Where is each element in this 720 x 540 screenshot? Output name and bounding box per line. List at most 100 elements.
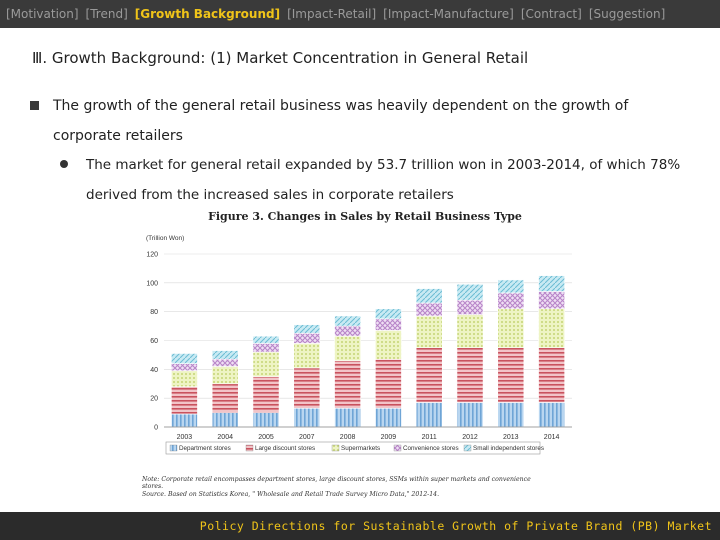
bar-segment [375, 318, 402, 331]
bar-segment [538, 275, 565, 292]
chart-container: 0 20 40 60 80 100 120 2003 2004 2005 2007 2008 2009 2… [140, 228, 580, 498]
bar-segment [375, 330, 402, 360]
y-tick-label: 20 [150, 396, 158, 403]
x-tick-label: 2004 [217, 434, 233, 441]
x-tick-label: 2003 [177, 434, 193, 441]
bar-segment [252, 351, 280, 377]
bar-segment [375, 308, 402, 320]
slide-title: Ⅲ. Growth Background: (1) Market Concent… [32, 49, 529, 67]
bar-segment [334, 360, 361, 409]
bullet-main-line1: The growth of the general retail busines… [53, 98, 629, 114]
bullet-main-line2: corporate retailers [53, 128, 183, 144]
bar-segment [293, 332, 321, 344]
bar-segment [334, 315, 361, 327]
bar-segment [497, 347, 525, 403]
y-tick-label: 0 [154, 425, 158, 432]
bar-segment [171, 413, 198, 428]
bar-segment [415, 288, 443, 304]
legend-box [165, 441, 541, 455]
nav-item-trend[interactable]: [Trend] [85, 7, 128, 21]
bullet-main: The growth of the general retail busines… [30, 91, 690, 151]
bar-segment [293, 324, 321, 334]
y-tick-label: 100 [146, 280, 158, 287]
bar-segment [334, 335, 361, 361]
bullet-sub-line1: The market for general retail expanded b… [86, 157, 681, 173]
bar-segment [293, 367, 321, 409]
bar-segment [171, 370, 198, 387]
bar-segment [497, 308, 525, 349]
bar-segment [375, 407, 402, 428]
figure-note-line2: stores. [142, 483, 163, 490]
y-tick-label: 120 [146, 252, 158, 259]
bar-segment [415, 347, 443, 403]
bar-segment [252, 335, 280, 344]
bar-segment [415, 302, 443, 317]
bar-segment [375, 358, 402, 409]
y-tick-label: 60 [150, 338, 158, 345]
bar-segment [252, 376, 280, 413]
bar-segment [497, 292, 525, 310]
legend-label: Supermarkets [341, 445, 380, 452]
bar-segment [415, 402, 443, 428]
x-tick-label: 2011 [422, 434, 437, 441]
bar-segment [293, 407, 321, 428]
bar-segment [171, 363, 198, 372]
footer-bar: Policy Directions for Sustainable Growth… [0, 512, 720, 540]
bullet-sub-line2: derived from the increased sales in corp… [86, 187, 454, 203]
nav-item-growth-background[interactable]: [Growth Background] [134, 7, 281, 21]
figure-source: Source. Based on Statistics Korea, " Who… [142, 491, 439, 498]
figure-title: Figure 3. Changes in Sales by Retail Bus… [208, 210, 522, 223]
nav-item-contract[interactable]: [Contract] [520, 7, 582, 21]
x-tick-label: 2005 [258, 434, 274, 441]
bar-segment [456, 347, 484, 403]
bar-segment [538, 291, 565, 310]
x-tick-label: 2007 [299, 434, 315, 441]
bar-segment [497, 279, 525, 294]
legend-label: Large discount stores [255, 445, 315, 452]
legend-label: Department stores [179, 445, 231, 452]
y-tick-label: 40 [150, 367, 158, 374]
square-bullet-icon [30, 101, 39, 110]
nav-item-impact-manufacture[interactable]: [Impact-Manufacture] [383, 7, 514, 21]
footer-title: Policy Directions for Sustainable Growth… [199, 519, 712, 533]
x-tick-label: 2012 [462, 434, 478, 441]
legend-swatch [245, 444, 254, 452]
bar-segment [456, 402, 484, 428]
bar-segment [211, 366, 239, 385]
bar-segment [456, 283, 484, 301]
bar-segment [415, 315, 443, 349]
round-bullet-icon [60, 160, 68, 168]
y-axis-unit-label: (Trillion Won) [146, 235, 184, 242]
bar-segment [211, 383, 239, 413]
stacked-bar-chart: 0 20 40 60 80 100 120 2003 2004 2005 2007 2008 2009 2… [141, 235, 572, 498]
x-tick-label: 2013 [503, 434, 519, 441]
y-tick-label: 80 [150, 309, 158, 316]
legend-swatch [169, 444, 178, 452]
bar-segment [252, 343, 280, 353]
bar-segment [538, 402, 565, 428]
nav-item-motivation[interactable]: [Motivation] [6, 7, 79, 21]
legend-swatch [393, 444, 402, 452]
bar-segment [293, 343, 321, 369]
bar-segment [171, 386, 198, 415]
x-tick-label: 2014 [544, 434, 560, 441]
bar-segment [334, 325, 361, 337]
bar-segment [456, 299, 484, 315]
top-navigation: [Motivation] [Trend] [Growth Background]… [0, 0, 720, 28]
nav-item-impact-retail[interactable]: [Impact-Retail] [287, 7, 377, 21]
nav-item-suggestion[interactable]: [Suggestion] [588, 7, 666, 21]
bar-segment [497, 402, 525, 428]
legend-label: Small independent stores [473, 445, 544, 452]
bar-segment [456, 314, 484, 349]
bar-segment [211, 358, 239, 367]
figure-note-line1: Note: Corporate retail encompasses depar… [141, 476, 531, 483]
x-tick-label: 2008 [340, 434, 356, 441]
bar-segment [252, 412, 280, 428]
legend-label: Convenience stores [403, 445, 459, 452]
x-tick-label: 2009 [381, 434, 397, 441]
bar-segment [171, 353, 198, 364]
bar-segment [211, 350, 239, 360]
legend-swatch [463, 444, 472, 452]
bar-segment [538, 308, 565, 349]
bar-segment [538, 347, 565, 403]
